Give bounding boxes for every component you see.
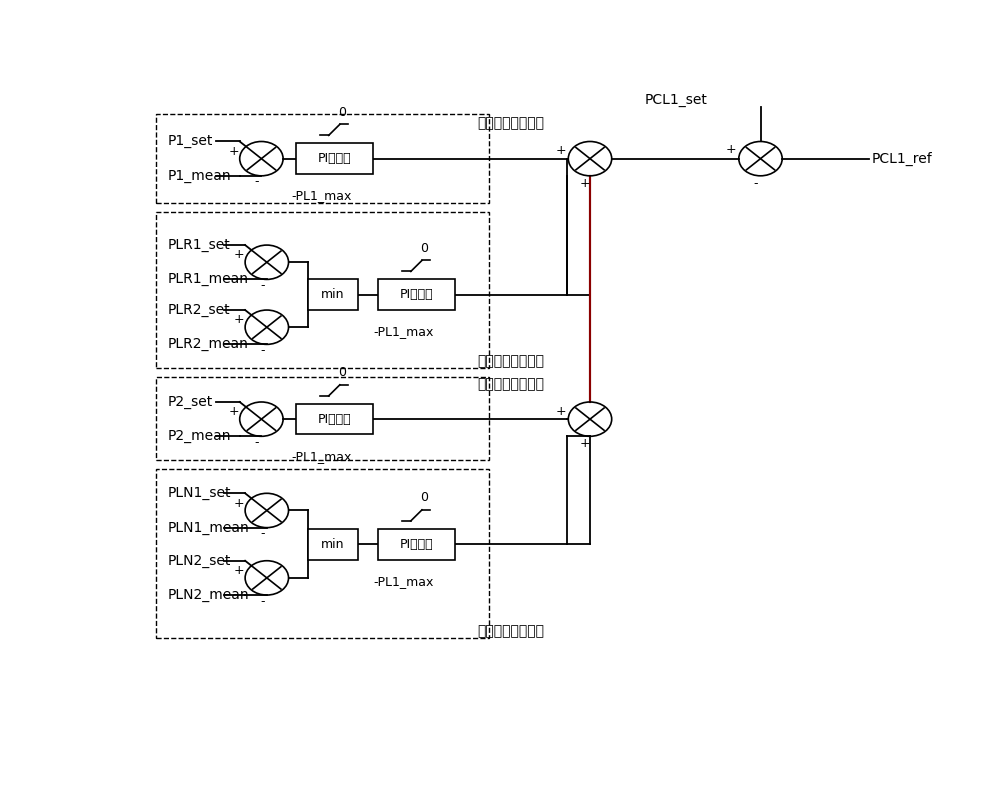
Text: 0: 0 (338, 106, 346, 119)
Text: 0: 0 (420, 242, 428, 255)
Text: +: + (228, 145, 239, 158)
Text: -PL1_max: -PL1_max (292, 189, 352, 202)
Text: min: min (321, 537, 345, 551)
Text: PCL1_set: PCL1_set (644, 92, 707, 107)
Text: +: + (726, 143, 736, 156)
Text: PLR1_mean: PLR1_mean (168, 272, 249, 287)
Text: -: - (260, 595, 264, 607)
Text: +: + (580, 177, 591, 189)
Text: PI控制器: PI控制器 (317, 152, 351, 165)
Text: -: - (254, 436, 259, 449)
Text: -: - (260, 527, 264, 540)
Text: PI控制器: PI控制器 (400, 288, 433, 301)
FancyBboxPatch shape (308, 529, 358, 560)
Text: PLN2_set: PLN2_set (168, 554, 231, 568)
Text: PLR2_set: PLR2_set (168, 303, 230, 317)
Text: -: - (254, 175, 259, 189)
Text: 0: 0 (420, 491, 428, 505)
Text: PLN1_mean: PLN1_mean (168, 521, 249, 535)
Text: PCL1_ref: PCL1_ref (871, 151, 932, 166)
Text: -PL1_max: -PL1_max (374, 326, 434, 338)
Text: PI控制器: PI控制器 (400, 537, 433, 551)
FancyBboxPatch shape (378, 529, 455, 560)
Text: PI控制器: PI控制器 (317, 412, 351, 426)
Text: P2_mean: P2_mean (168, 429, 231, 443)
Text: -: - (260, 344, 264, 357)
Text: P2_set: P2_set (168, 395, 213, 409)
Text: +: + (555, 404, 566, 418)
Text: 近端断面潮流控制: 近端断面潮流控制 (478, 377, 545, 392)
FancyBboxPatch shape (308, 279, 358, 310)
Text: +: + (234, 248, 244, 261)
Text: 0: 0 (338, 366, 346, 380)
Text: -: - (754, 177, 758, 189)
Text: PLR1_set: PLR1_set (168, 238, 230, 252)
Text: +: + (228, 405, 239, 418)
FancyBboxPatch shape (296, 404, 373, 435)
Text: PLN2_mean: PLN2_mean (168, 588, 249, 602)
Text: P1_set: P1_set (168, 135, 213, 149)
Text: PLN1_set: PLN1_set (168, 486, 231, 501)
Text: min: min (321, 288, 345, 301)
Text: +: + (234, 314, 244, 326)
Text: +: + (555, 144, 566, 157)
Text: -PL1_max: -PL1_max (292, 450, 352, 462)
Text: 远端线路潮流控制: 远端线路潮流控制 (478, 354, 545, 369)
Text: P1_mean: P1_mean (168, 169, 231, 183)
Text: 远端断面潮流控制: 远端断面潮流控制 (478, 115, 545, 130)
Text: -: - (260, 279, 264, 292)
Text: PLR2_mean: PLR2_mean (168, 338, 248, 351)
Text: -PL1_max: -PL1_max (374, 575, 434, 587)
Text: +: + (234, 497, 244, 509)
Text: +: + (580, 437, 591, 451)
FancyBboxPatch shape (378, 279, 455, 310)
Text: +: + (234, 564, 244, 577)
Text: 近端线路潮流控制: 近端线路潮流控制 (478, 624, 545, 638)
FancyBboxPatch shape (296, 143, 373, 174)
